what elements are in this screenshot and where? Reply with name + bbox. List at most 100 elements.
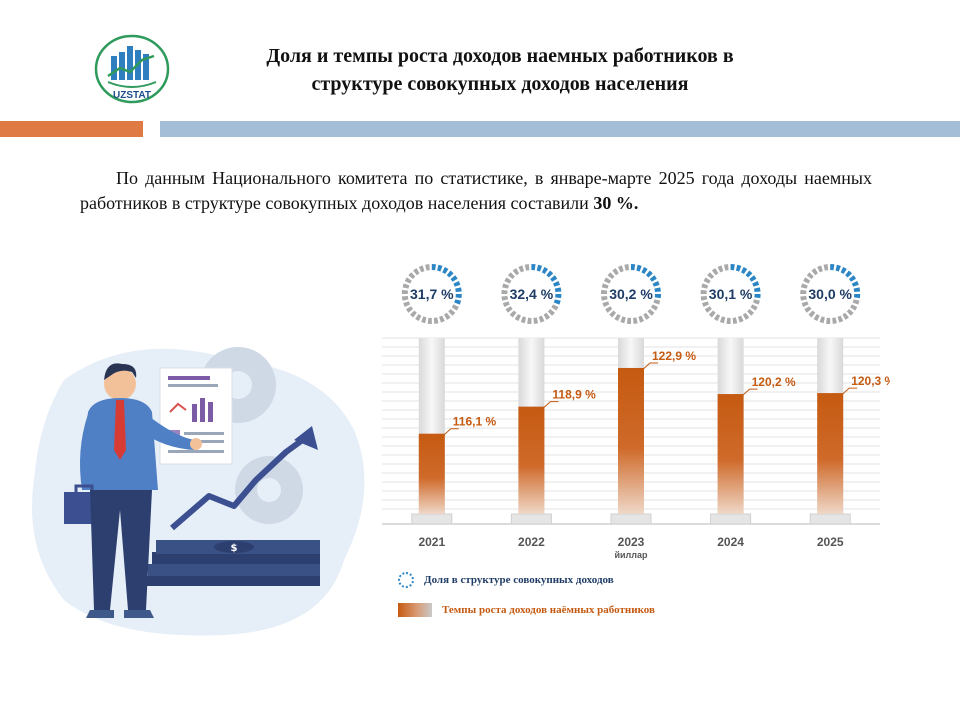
share-ring-segment [620,316,626,324]
share-ring-segment [612,268,619,276]
share-ring-segment [418,265,425,273]
share-ring-segment [704,306,712,313]
bar-base [510,513,552,525]
share-ring-segment [555,294,562,299]
share-ring-segment [507,272,515,280]
share-ring-segment [518,265,525,273]
legend-item-share: Доля в структуре совокупных доходов [398,570,614,590]
share-ring-segment [551,304,559,311]
share-ring-segment [851,280,859,287]
share-ring-segment [649,275,657,282]
bar-base [610,513,652,525]
value-leader-line [838,387,858,398]
share-ring-segment [850,304,858,311]
share-ring-segment [554,287,562,292]
share-ring-segment [439,315,445,323]
share-ring-segment [451,304,459,311]
share-ring-segment [846,308,854,316]
growth-bar [518,406,545,514]
share-ring-segment [701,283,709,289]
share-ring-segment [455,294,462,299]
growth-value-label: 116,1 % [453,415,497,429]
share-ring-segment [601,296,608,301]
share-value-label: 31,7 % [410,286,454,302]
share-value-label: 32,4 % [510,286,554,302]
share-ring-segment [737,315,744,323]
share-ring-segment [403,301,411,308]
share-ring-segment [607,272,615,280]
share-ring-segment [425,264,430,271]
share-ring-segment [801,301,809,308]
share-ring-segment [654,287,661,292]
share-ring-segment [653,299,661,305]
share-ring-segment [626,317,631,324]
legend-item-growth: Темпы роста доходов наёмных работников [398,600,655,620]
share-ring-segment [726,317,731,324]
share-ring-segment [853,287,861,292]
share-ring-segment [442,266,449,275]
share-ring-segment [732,317,738,324]
share-ring-segment [601,283,609,289]
growth-bar [817,393,844,514]
share-ring-segment [713,313,721,322]
share-ring [598,261,664,327]
legend-gradient-swatch [398,603,432,617]
share-ring-segment [437,264,443,272]
share-ring-segment [730,264,735,271]
businessman-figure [64,363,202,618]
businessman-illustration: $ [32,347,365,636]
share-value-label: 30,0 % [808,286,852,302]
share-ring-segment [711,268,719,276]
share-ring-segment [830,264,835,271]
growth-bar [618,367,644,514]
value-leader-line [639,362,658,373]
share-ring-segment [753,287,761,292]
share-ring-segment [742,312,750,320]
svg-text:$: $ [231,543,238,554]
share-ring-segment [837,315,844,323]
share-ring-segment [647,308,655,316]
growth-value-label: 122,9 % [652,349,696,363]
growth-bar [418,433,445,514]
share-ring-segment [543,312,551,320]
share-ring-segment [501,296,509,301]
share-ring-segment [645,270,653,278]
share-ring-segment [723,264,729,271]
share-ring-segment [803,277,811,284]
value-leader-line [440,428,459,439]
share-ring-segment [553,280,560,287]
bar-base [809,513,851,525]
x-tick-label: 2025 [817,535,844,549]
share-ring-segment [741,266,748,275]
share-ring-segment [427,317,432,324]
share-ring-segment [806,272,814,280]
share-ring-segment [808,310,816,318]
legend-share-label: Доля в структуре совокупных доходов [424,574,614,586]
share-ring-segment [405,306,414,313]
share-ring-segment [408,272,416,280]
x-tick-label: 2024 [717,535,744,549]
logo-text: UZSTAT [113,90,151,101]
share-ring-segment [605,306,613,313]
share-ring-segment [524,264,530,271]
share-ring-segment [502,301,510,308]
share-ring-segment [800,296,807,301]
share-ring-segment [415,313,422,322]
share-ring [797,261,864,327]
share-ring-segment [433,317,439,324]
share-ring-segment [401,289,409,294]
share-ring-segment [845,270,852,278]
growth-arrow [170,433,310,531]
intro-highlight: 30 %. [593,193,639,213]
share-ring-segment [747,308,755,316]
growth-value-label: 118,9 % [552,388,596,402]
share-ring-segment [749,275,757,282]
value-leader-line [739,388,758,399]
share-ring [398,261,465,327]
share-ring-segment [514,313,521,322]
share-ring-segment [853,294,861,299]
share-ring-segment [501,289,508,294]
share-ring-segment [444,312,451,320]
share-ring-segment [840,266,847,275]
share-ring-segment [431,264,436,271]
